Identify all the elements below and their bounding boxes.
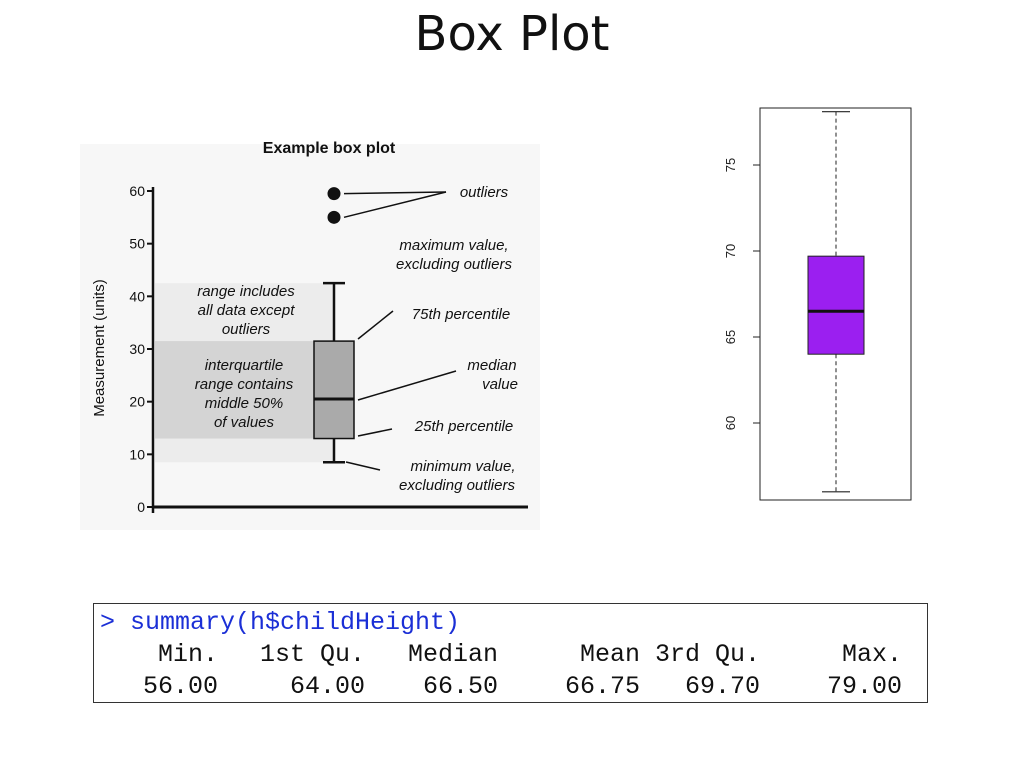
annotation-median-line2: value: [482, 376, 518, 393]
pointer-minimum: [345, 461, 381, 471]
example-y-tick-label: 20: [129, 394, 145, 410]
r-iqr-box: [807, 255, 865, 355]
value-median: 66.50: [422, 672, 498, 701]
value-max: 79.00: [826, 672, 902, 701]
r-box-plot: 60 65 70 75: [723, 107, 912, 501]
annotation-min-line2: excluding outliers: [399, 477, 515, 494]
annotation-max-line1: maximum value,: [399, 237, 508, 254]
r-y-tick-label: 60: [723, 416, 738, 430]
header-max: Max.: [841, 640, 902, 669]
console-header-row: Min. 1st Qu. Median Mean 3rd Qu. Max.: [100, 639, 927, 671]
example-y-tick-label: 40: [129, 288, 145, 304]
example-box-plot: Example box plot Measurement (units) 0 10…: [80, 140, 540, 530]
console-command: > summary(h$childHeight): [100, 608, 461, 637]
annotation-iqr-line4: of values: [214, 414, 275, 431]
value-min: 56.00: [142, 672, 218, 701]
annotation-iqr-line2: range contains: [195, 376, 294, 393]
value-mean: 66.75: [564, 672, 640, 701]
annotation-iqr-line1: interquartile: [205, 357, 283, 374]
pointer-outlier-high: [343, 191, 447, 195]
r-y-tick-label: 70: [723, 244, 738, 258]
example-y-tick-label: 30: [129, 341, 145, 357]
example-outlier-point: [327, 187, 341, 201]
pointer-outlier-low: [343, 191, 447, 219]
annotation-outliers: outliers: [460, 184, 509, 201]
example-y-tick-label: 0: [137, 499, 145, 515]
header-3rd-qu: 3rd Qu.: [654, 640, 760, 669]
annotation-max-line2: excluding outliers: [396, 256, 512, 273]
example-outlier-point: [327, 210, 341, 224]
annotation-range-line1: range includes: [197, 283, 295, 300]
iqr-band: [155, 341, 333, 439]
annotation-min-line1: minimum value,: [410, 458, 515, 475]
example-y-tick-label: 60: [129, 183, 145, 199]
example-y-tick-label: 10: [129, 446, 145, 462]
r-y-tick-label: 65: [723, 330, 738, 344]
r-y-tick-label: 75: [723, 158, 738, 172]
annotation-iqr-line3: middle 50%: [205, 395, 283, 412]
header-mean: Mean: [579, 640, 640, 669]
pointer-25th-percentile: [357, 428, 393, 437]
annotation-75th-percentile: 75th percentile: [412, 306, 510, 323]
value-1st-qu: 64.00: [289, 672, 365, 701]
header-1st-qu: 1st Qu.: [259, 640, 365, 669]
example-y-axis-label: Measurement (units): [91, 279, 108, 417]
annotation-range-line3: outliers: [222, 321, 271, 338]
example-iqr-box: [313, 340, 355, 440]
annotation-range-line2: all data except: [198, 302, 296, 319]
example-y-tick-label: 50: [129, 236, 145, 252]
annotation-median-line1: median: [467, 357, 516, 374]
example-chart-title: Example box plot: [263, 140, 396, 157]
pointer-75th-percentile: [357, 310, 394, 340]
header-median: Median: [407, 640, 498, 669]
r-console-summary: > summary(h$childHeight) Min. 1st Qu. Me…: [93, 603, 928, 703]
annotation-25th-percentile: 25th percentile: [414, 418, 513, 435]
console-value-row: 56.00 64.00 66.50 66.75 69.70 79.00: [100, 671, 927, 703]
slide-title: Box Plot: [414, 6, 610, 62]
pointer-median: [357, 370, 457, 401]
value-3rd-qu: 69.70: [684, 672, 760, 701]
header-min: Min.: [157, 640, 218, 669]
